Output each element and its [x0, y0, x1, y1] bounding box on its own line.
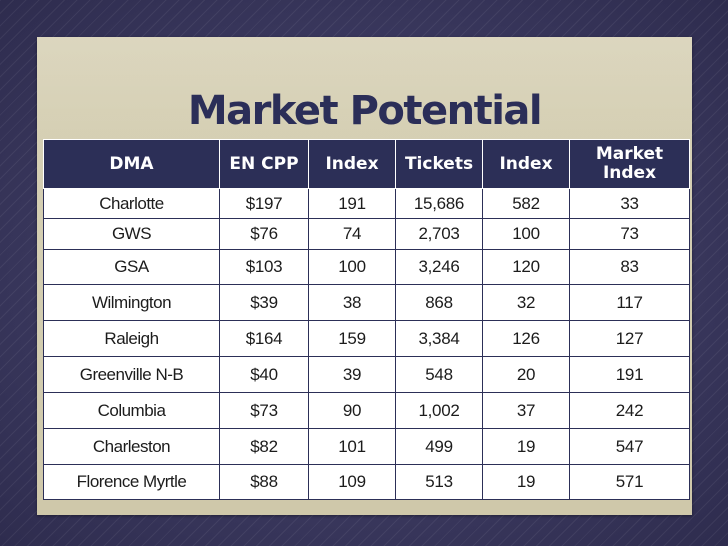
cell-en-cpp: $82 [219, 428, 309, 465]
cell-en-cpp: $76 [219, 218, 309, 250]
cell-index: 90 [308, 392, 396, 429]
header-index-2: Index [482, 139, 570, 189]
cell-dma: Florence Myrtle [43, 464, 220, 500]
cell-index-2: 19 [482, 464, 570, 500]
table-row: Wilmington $39 38 868 32 117 [43, 284, 690, 321]
cell-index: 101 [308, 428, 396, 465]
cell-market-index: 33 [569, 188, 690, 219]
cell-dma: Charlotte [43, 188, 220, 219]
cell-index: 191 [308, 188, 396, 219]
cell-market-index: 83 [569, 249, 690, 285]
cell-dma: GWS [43, 218, 220, 250]
cell-tickets: 868 [395, 284, 483, 321]
cell-en-cpp: $88 [219, 464, 309, 500]
table-row: Columbia $73 90 1,002 37 242 [43, 392, 690, 429]
table-row: Charleston $82 101 499 19 547 [43, 428, 690, 465]
cell-market-index: 73 [569, 218, 690, 250]
cell-tickets: 499 [395, 428, 483, 465]
cell-index-2: 100 [482, 218, 570, 250]
cell-en-cpp: $103 [219, 249, 309, 285]
cell-tickets: 15,686 [395, 188, 483, 219]
table-row: GWS $76 74 2,703 100 73 [43, 218, 690, 250]
table-row: Greenville N-B $40 39 548 20 191 [43, 356, 690, 393]
cell-tickets: 3,246 [395, 249, 483, 285]
cell-en-cpp: $73 [219, 392, 309, 429]
cell-index-2: 37 [482, 392, 570, 429]
table-row: Charlotte $197 191 15,686 582 33 [43, 188, 690, 219]
cell-index: 109 [308, 464, 396, 500]
header-index: Index [308, 139, 396, 189]
cell-market-index: 191 [569, 356, 690, 393]
table-row: Raleigh $164 159 3,384 126 127 [43, 320, 690, 357]
cell-index-2: 32 [482, 284, 570, 321]
header-tickets: Tickets [395, 139, 483, 189]
cell-dma: Columbia [43, 392, 220, 429]
cell-market-index: 127 [569, 320, 690, 357]
table-header-row: DMA EN CPP Index Tickets Index Market In… [43, 139, 690, 189]
cell-en-cpp: $40 [219, 356, 309, 393]
header-dma: DMA [43, 139, 220, 189]
table-row: GSA $103 100 3,246 120 83 [43, 249, 690, 285]
market-table: DMA EN CPP Index Tickets Index Market In… [43, 139, 690, 500]
cell-market-index: 547 [569, 428, 690, 465]
cell-market-index: 571 [569, 464, 690, 500]
slide-title: Market Potential [187, 88, 543, 134]
cell-index-2: 126 [482, 320, 570, 357]
cell-tickets: 1,002 [395, 392, 483, 429]
cell-index: 38 [308, 284, 396, 321]
cell-index: 39 [308, 356, 396, 393]
cell-index: 159 [308, 320, 396, 357]
cell-en-cpp: $197 [219, 188, 309, 219]
cell-market-index: 242 [569, 392, 690, 429]
cell-index-2: 20 [482, 356, 570, 393]
table-row: Florence Myrtle $88 109 513 19 571 [43, 464, 690, 500]
cell-en-cpp: $39 [219, 284, 309, 321]
cell-index-2: 582 [482, 188, 570, 219]
cell-market-index: 117 [569, 284, 690, 321]
cell-index-2: 120 [482, 249, 570, 285]
cell-tickets: 513 [395, 464, 483, 500]
cell-dma: GSA [43, 249, 220, 285]
cell-dma: Greenville N-B [43, 356, 220, 393]
cell-dma: Raleigh [43, 320, 220, 357]
header-market-index: Market Index [569, 139, 690, 189]
cell-dma: Charleston [43, 428, 220, 465]
cell-index-2: 19 [482, 428, 570, 465]
cell-en-cpp: $164 [219, 320, 309, 357]
header-en-cpp: EN CPP [219, 139, 309, 189]
cell-dma: Wilmington [43, 284, 220, 321]
cell-index: 74 [308, 218, 396, 250]
cell-tickets: 548 [395, 356, 483, 393]
cell-index: 100 [308, 249, 396, 285]
cell-tickets: 3,384 [395, 320, 483, 357]
cell-tickets: 2,703 [395, 218, 483, 250]
